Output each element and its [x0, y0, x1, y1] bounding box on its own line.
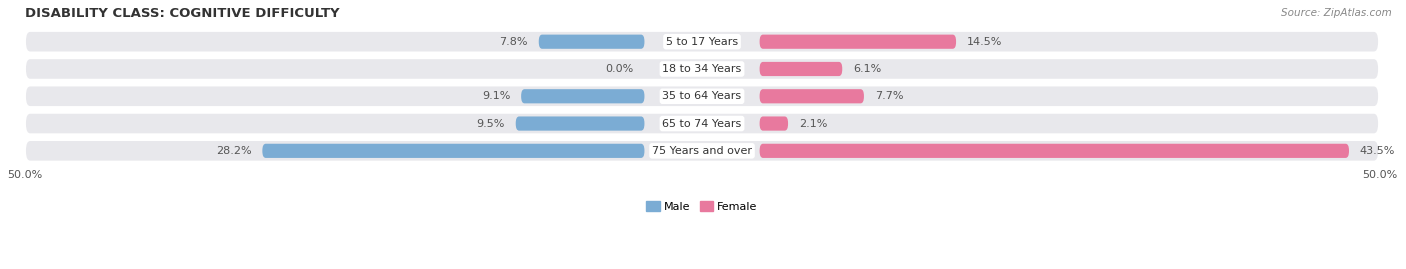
FancyBboxPatch shape [516, 116, 644, 131]
Text: 0.0%: 0.0% [606, 64, 634, 74]
FancyBboxPatch shape [24, 58, 1379, 80]
FancyBboxPatch shape [24, 140, 1379, 162]
Text: 35 to 64 Years: 35 to 64 Years [662, 91, 741, 101]
Legend: Male, Female: Male, Female [643, 197, 762, 216]
FancyBboxPatch shape [759, 89, 863, 103]
FancyBboxPatch shape [24, 85, 1379, 107]
Text: 2.1%: 2.1% [799, 119, 827, 129]
FancyBboxPatch shape [759, 35, 956, 49]
Text: 6.1%: 6.1% [853, 64, 882, 74]
Text: 14.5%: 14.5% [967, 37, 1002, 47]
Text: DISABILITY CLASS: COGNITIVE DIFFICULTY: DISABILITY CLASS: COGNITIVE DIFFICULTY [24, 7, 339, 20]
FancyBboxPatch shape [24, 112, 1379, 135]
Text: 28.2%: 28.2% [217, 146, 252, 156]
FancyBboxPatch shape [538, 35, 644, 49]
Text: 5 to 17 Years: 5 to 17 Years [666, 37, 738, 47]
Text: 18 to 34 Years: 18 to 34 Years [662, 64, 741, 74]
Text: 9.5%: 9.5% [477, 119, 505, 129]
Text: 9.1%: 9.1% [482, 91, 510, 101]
FancyBboxPatch shape [24, 30, 1379, 53]
FancyBboxPatch shape [522, 89, 644, 103]
Text: 43.5%: 43.5% [1360, 146, 1395, 156]
FancyBboxPatch shape [759, 62, 842, 76]
Text: 7.7%: 7.7% [875, 91, 903, 101]
FancyBboxPatch shape [759, 116, 787, 131]
Text: Source: ZipAtlas.com: Source: ZipAtlas.com [1281, 8, 1392, 18]
FancyBboxPatch shape [759, 144, 1348, 158]
Text: 65 to 74 Years: 65 to 74 Years [662, 119, 741, 129]
FancyBboxPatch shape [263, 144, 644, 158]
Text: 7.8%: 7.8% [499, 37, 527, 47]
Text: 75 Years and over: 75 Years and over [652, 146, 752, 156]
